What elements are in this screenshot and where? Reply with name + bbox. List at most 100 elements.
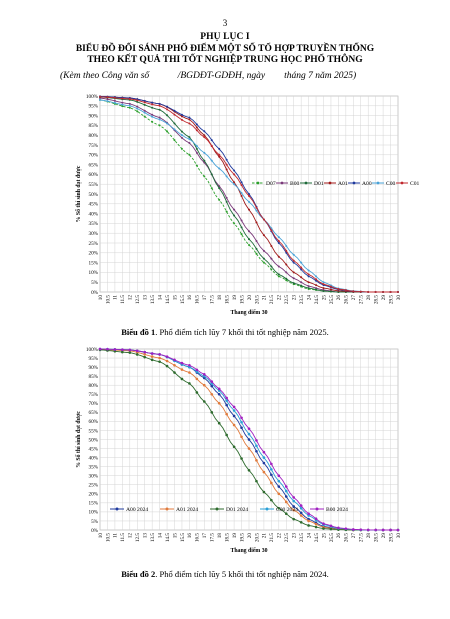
- data-point: [210, 187, 213, 190]
- y-tick-label: 10%: [88, 510, 98, 516]
- data-point: [300, 261, 303, 264]
- x-tick-label: 10: [98, 295, 104, 301]
- data-point: [240, 181, 243, 184]
- data-point: [300, 266, 303, 269]
- data-point: [352, 528, 355, 531]
- x-tick-label: 29: [381, 295, 387, 301]
- x-tick-label: 15: [172, 295, 178, 301]
- data-point: [270, 268, 273, 271]
- data-point: [292, 282, 295, 285]
- y-tick-label: 55%: [88, 182, 98, 188]
- x-tick-label: 16: [187, 295, 193, 301]
- y-tick-label: 0%: [91, 528, 99, 534]
- data-point: [203, 136, 206, 139]
- data-point: [151, 115, 154, 118]
- data-point: [188, 122, 191, 125]
- y-tick-label: 45%: [88, 446, 98, 452]
- data-point: [344, 527, 348, 530]
- data-point: [203, 373, 206, 376]
- data-point: [218, 167, 221, 170]
- x-tick-label: 24.5: [314, 295, 320, 304]
- data-point: [128, 97, 131, 100]
- x-tick-label: 14: [157, 533, 163, 539]
- data-point: [188, 365, 191, 369]
- data-point: [292, 517, 296, 521]
- data-point: [225, 412, 228, 416]
- y-tick-label: 30%: [88, 231, 98, 237]
- x-tick-label: 21.5: [269, 533, 275, 542]
- data-point: [151, 103, 154, 106]
- x-tick-label: 11.5: [120, 295, 126, 304]
- data-point: [247, 438, 251, 441]
- data-point: [277, 265, 280, 268]
- data-point: [277, 479, 281, 483]
- y-tick-label: 35%: [88, 221, 98, 227]
- data-point: [240, 194, 243, 197]
- data-point: [307, 273, 310, 276]
- y-tick-label: 100%: [86, 94, 99, 100]
- data-point: [113, 349, 117, 353]
- data-point: [307, 524, 310, 527]
- data-point: [359, 290, 362, 293]
- data-point: [307, 281, 310, 284]
- data-point: [277, 242, 280, 244]
- x-tick-label: 19: [232, 533, 238, 539]
- data-point: [136, 105, 139, 108]
- x-tick-label: 27.5: [359, 295, 365, 304]
- legend-marker: [115, 507, 119, 511]
- data-point: [158, 118, 161, 121]
- data-point: [300, 281, 303, 284]
- data-point: [322, 522, 325, 525]
- y-tick-label: 75%: [88, 392, 98, 398]
- x-tick-label: 12: [128, 295, 134, 301]
- y-tick-label: 85%: [88, 374, 98, 380]
- data-point: [195, 126, 198, 129]
- data-point: [121, 348, 124, 352]
- data-point: [389, 291, 392, 293]
- data-point: [248, 194, 250, 197]
- y-tick-label: 50%: [88, 192, 98, 198]
- caption-1: Biểu đồ 1. Phổ điểm tích lũy 7 khối thi …: [0, 327, 450, 337]
- x-tick-label: 23.5: [299, 295, 305, 304]
- data-point: [277, 236, 280, 239]
- data-point: [158, 108, 161, 111]
- data-point: [136, 99, 139, 102]
- y-tick-label: 100%: [86, 347, 99, 353]
- x-tick-label: 28: [366, 533, 372, 539]
- data-point: [151, 101, 154, 104]
- data-point: [225, 163, 228, 166]
- data-point: [270, 473, 273, 477]
- data-point: [195, 151, 198, 154]
- y-tick-label: 65%: [88, 410, 98, 416]
- data-point: [158, 124, 161, 127]
- data-point: [143, 115, 146, 118]
- x-tick-label: 16: [187, 533, 193, 539]
- data-point: [151, 106, 154, 109]
- data-point: [180, 136, 183, 139]
- x-tick-label: 10.5: [105, 533, 111, 542]
- data-point: [180, 147, 183, 150]
- x-tick-label: 19: [232, 295, 238, 301]
- legend-marker: [352, 181, 356, 185]
- x-tick-label: 22.5: [284, 295, 290, 304]
- data-point: [262, 456, 266, 459]
- data-point: [143, 109, 146, 112]
- x-tick-label: 18: [217, 533, 223, 539]
- x-tick-label: 14.5: [165, 533, 171, 542]
- x-tick-label: 17: [202, 533, 208, 539]
- data-point: [322, 287, 325, 290]
- y-tick-label: 95%: [88, 356, 98, 362]
- x-tick-label: 22.5: [284, 533, 290, 542]
- data-point: [225, 433, 228, 437]
- legend-label: A01: [338, 181, 348, 187]
- data-point: [255, 459, 258, 462]
- data-point: [329, 285, 332, 288]
- data-point: [143, 99, 146, 102]
- data-point: [277, 474, 281, 477]
- data-point: [106, 96, 109, 99]
- data-point: [248, 238, 250, 241]
- data-point: [292, 253, 295, 256]
- data-point: [195, 377, 199, 381]
- data-point: [166, 122, 169, 125]
- data-point: [113, 99, 116, 102]
